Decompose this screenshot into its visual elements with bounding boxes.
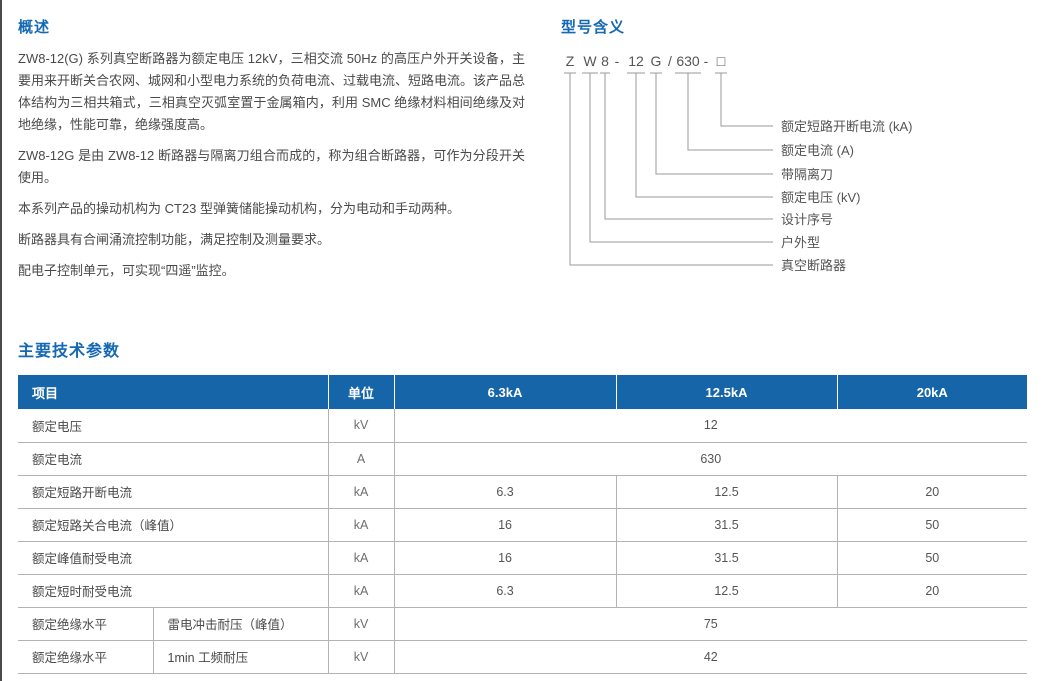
cell-item: 额定峰值耐受电流 — [18, 541, 329, 575]
model-code-part: / — [668, 53, 672, 69]
callout-line — [720, 73, 773, 127]
cell-value: 31.5 — [615, 541, 838, 575]
cell-unit: kA — [327, 475, 395, 509]
callout-line — [589, 73, 773, 243]
callout-line — [655, 73, 773, 175]
callout-line — [604, 73, 773, 220]
model-code-part: 8 — [601, 53, 609, 69]
col-header-12-5ka: 12.5kA — [616, 375, 838, 409]
cell-value: 6.3 — [394, 475, 617, 509]
cell-value: 12.5 — [615, 574, 838, 608]
cell-unit: kA — [327, 541, 395, 575]
cell-unit: kV — [327, 607, 395, 641]
model-code-part: - — [615, 53, 620, 69]
cell-item: 额定绝缘水平 — [18, 607, 153, 641]
table-header-row: 项目 单位 6.3kA 12.5kA 20kA — [18, 375, 1028, 409]
callout-line — [569, 73, 773, 266]
tech-params-title: 主要技术参数 — [18, 343, 121, 360]
overview-paragraph: 断路器具有合闸涌流控制功能，满足控制及测量要求。 — [18, 232, 331, 247]
table-row: 额定绝缘水平 雷电冲击耐压（峰值） kV 75 — [18, 607, 1028, 641]
overview-title: 概述 — [18, 19, 51, 36]
cell-value: 20 — [836, 574, 1028, 608]
cell-item: 额定电压 — [18, 409, 329, 443]
table-row: 额定绝缘水平 1min 工频耐压 kV 42 — [18, 640, 1028, 674]
col-header-item: 项目 — [18, 375, 329, 409]
top-section: 概述 ZW8-12(G) 系列真空断路器为额定电压 12kV，三相交流 50Hz… — [0, 0, 1049, 291]
cell-merged-value: 42 — [394, 640, 1028, 674]
cell-merged-value: 12 — [394, 409, 1028, 443]
callout-line — [687, 73, 773, 151]
cell-value: 31.5 — [615, 508, 838, 542]
model-meaning-title: 型号含义 — [561, 19, 626, 36]
cell-value: 50 — [836, 541, 1028, 575]
model-label: 带隔离刀 — [781, 167, 833, 182]
overview-section: 概述 ZW8-12(G) 系列真空断路器为额定电压 12kV，三相交流 50Hz… — [18, 16, 525, 291]
model-code-part: W — [583, 53, 597, 69]
tech-params-table: 项目 单位 6.3kA 12.5kA 20kA 额定电压 kV 12 额定电流 … — [18, 375, 1028, 674]
model-meaning-section: 型号含义 Z W 8 - 12 G / 630 - □ — [561, 16, 1049, 291]
model-code-part: G — [651, 53, 662, 69]
model-label: 设计序号 — [781, 212, 833, 227]
cell-item: 额定短路关合电流（峰值） — [18, 508, 329, 542]
cell-value: 16 — [394, 508, 617, 542]
cell-value: 6.3 — [394, 574, 617, 608]
model-code-part: - — [704, 53, 709, 69]
tech-params-section: 主要技术参数 项目 单位 6.3kA 12.5kA 20kA 额定电压 kV 1… — [18, 337, 1031, 674]
cell-value: 20 — [836, 475, 1028, 509]
cell-value: 16 — [394, 541, 617, 575]
col-header-6-3ka: 6.3kA — [394, 375, 617, 409]
table-row: 额定短路关合电流（峰值） kA 16 31.5 50 — [18, 508, 1028, 542]
cell-sub-item: 雷电冲击耐压（峰值） — [152, 607, 329, 641]
cell-unit: A — [327, 442, 395, 476]
cell-sub-item: 1min 工频耐压 — [152, 640, 329, 674]
overview-paragraph: ZW8-12G 是由 ZW8-12 断路器与隔离刀组合而成的，称为组合断路器，可… — [18, 148, 525, 185]
callout-line — [635, 73, 773, 198]
cell-value: 50 — [836, 508, 1028, 542]
model-code-part: Z — [566, 53, 575, 69]
model-label: 真空断路器 — [781, 258, 846, 273]
table-row: 额定短时耐受电流 kA 6.3 12.5 20 — [18, 574, 1028, 608]
col-header-unit: 单位 — [328, 375, 395, 409]
cell-merged-value: 630 — [394, 442, 1028, 476]
cell-merged-value: 75 — [394, 607, 1028, 641]
cell-value: 12.5 — [615, 475, 838, 509]
overview-paragraph: 本系列产品的操动机构为 CT23 型弹簧储能操动机构，分为电动和手动两种。 — [18, 201, 461, 216]
page-edge-line — [0, 0, 2, 681]
table-row: 额定电流 A 630 — [18, 442, 1028, 476]
model-code-diagram: Z W 8 - 12 G / 630 - □ — [564, 53, 912, 273]
cell-item: 额定电流 — [18, 442, 329, 476]
overview-paragraph: 配电子控制单元，可实现“四遥”监控。 — [18, 263, 235, 278]
col-header-20ka: 20kA — [837, 375, 1028, 409]
model-label: 额定短路开断电流 (kA) — [781, 119, 912, 134]
overview-paragraph: ZW8-12(G) 系列真空断路器为额定电压 12kV，三相交流 50Hz 的高… — [18, 51, 526, 132]
cell-unit: kV — [327, 640, 395, 674]
cell-unit: kA — [327, 508, 395, 542]
cell-unit: kV — [327, 409, 395, 443]
table-row: 额定电压 kV 12 — [18, 409, 1028, 443]
model-label: 额定电压 (kV) — [781, 190, 860, 205]
cell-item: 额定短路开断电流 — [18, 475, 329, 509]
model-label: 户外型 — [781, 235, 820, 250]
model-blank-box: □ — [717, 53, 726, 69]
model-code-part: 12 — [628, 53, 644, 69]
cell-unit: kA — [327, 574, 395, 608]
model-code-part: 630 — [676, 53, 700, 69]
cell-item: 额定绝缘水平 — [18, 640, 153, 674]
cell-item: 额定短时耐受电流 — [18, 574, 329, 608]
table-row: 额定短路开断电流 kA 6.3 12.5 20 — [18, 475, 1028, 509]
table-row: 额定峰值耐受电流 kA 16 31.5 50 — [18, 541, 1028, 575]
model-label: 额定电流 (A) — [781, 143, 854, 158]
